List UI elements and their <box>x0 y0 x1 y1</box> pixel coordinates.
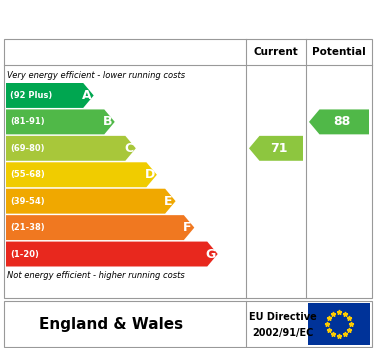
Bar <box>308 303 370 345</box>
Text: D: D <box>144 168 155 181</box>
Text: Current: Current <box>254 47 299 57</box>
Text: Not energy efficient - higher running costs: Not energy efficient - higher running co… <box>7 271 185 280</box>
Text: Potential: Potential <box>312 47 366 57</box>
Polygon shape <box>6 242 218 267</box>
Polygon shape <box>6 189 176 214</box>
Polygon shape <box>6 83 94 108</box>
Text: Energy Efficiency Rating: Energy Efficiency Rating <box>15 9 244 27</box>
Polygon shape <box>6 215 194 240</box>
Text: (21-38): (21-38) <box>10 223 45 232</box>
Text: (39-54): (39-54) <box>10 197 45 206</box>
Text: (69-80): (69-80) <box>10 144 44 153</box>
Text: (1-20): (1-20) <box>10 250 39 259</box>
Polygon shape <box>6 109 115 134</box>
Polygon shape <box>249 136 303 161</box>
Text: A: A <box>82 89 91 102</box>
Text: C: C <box>124 142 133 155</box>
Text: 71: 71 <box>270 142 288 155</box>
Text: Very energy efficient - lower running costs: Very energy efficient - lower running co… <box>7 71 185 80</box>
Polygon shape <box>309 109 369 134</box>
Text: B: B <box>103 116 112 128</box>
Polygon shape <box>6 162 157 187</box>
Text: F: F <box>183 221 191 234</box>
Text: (81-91): (81-91) <box>10 117 45 126</box>
Text: EU Directive: EU Directive <box>249 312 317 322</box>
Text: E: E <box>164 195 173 208</box>
Polygon shape <box>6 136 136 161</box>
Text: G: G <box>205 247 215 261</box>
Text: 2002/91/EC: 2002/91/EC <box>252 327 314 338</box>
Text: 88: 88 <box>334 116 351 128</box>
Text: (55-68): (55-68) <box>10 170 45 179</box>
Text: (92 Plus): (92 Plus) <box>10 91 52 100</box>
Text: England & Wales: England & Wales <box>39 316 183 332</box>
